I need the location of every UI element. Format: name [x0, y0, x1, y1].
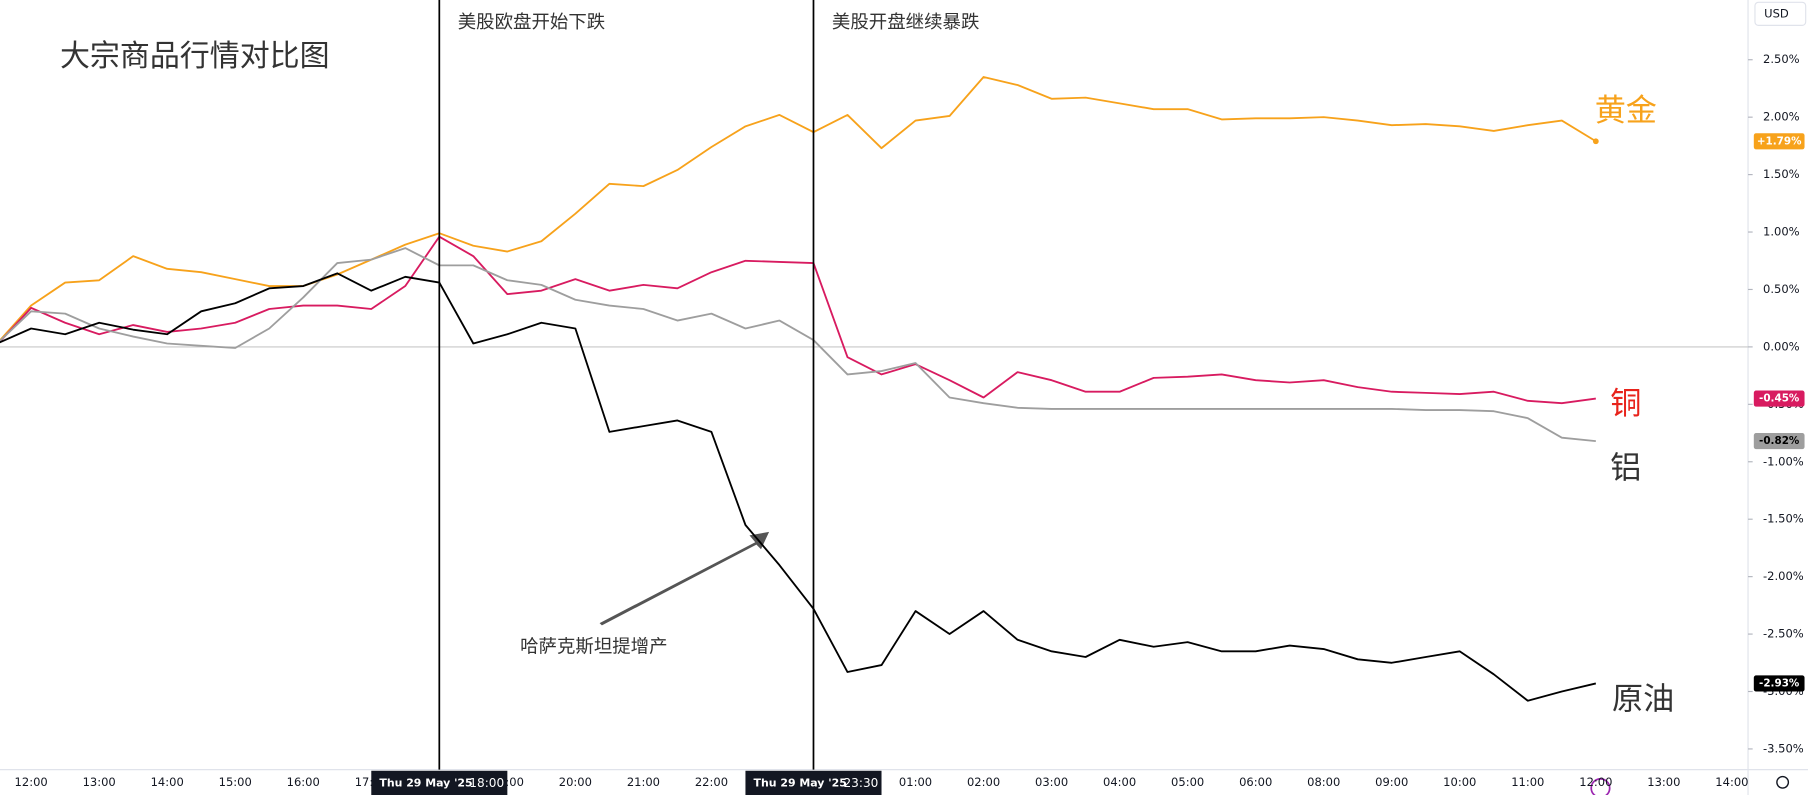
x-tick-label: 09:00 [1375, 775, 1408, 789]
x-tick-label: 02:00 [967, 775, 1000, 789]
x-tick-label: 04:00 [1103, 775, 1136, 789]
annotation-arrow [599, 531, 770, 626]
y-tick-label: -3.50% [1763, 741, 1804, 755]
time-marker [371, 770, 508, 795]
x-tick-label: 15:00 [219, 775, 252, 789]
series-line [0, 272, 1597, 702]
alert-icon[interactable] [1590, 777, 1611, 795]
y-tick-label: -2.00% [1763, 569, 1804, 583]
series-line [0, 76, 1597, 342]
y-tick-label: -1.00% [1763, 454, 1804, 468]
legend-label: 铜 [1610, 386, 1641, 422]
x-tick-label: 03:00 [1035, 775, 1068, 789]
currency-button[interactable] [1754, 1, 1807, 26]
time-marker-time: 18:00 [469, 776, 504, 790]
x-tick-label: 14:00 [1715, 775, 1748, 789]
y-tick-label: 0.00% [1763, 339, 1800, 353]
x-tick-label: 06:00 [1239, 775, 1272, 789]
legend-label: 黄金 [1595, 93, 1657, 129]
time-marker-date: Thu 29 May '25 [754, 776, 847, 789]
annotation: 哈萨克斯坦提增产 [520, 636, 667, 657]
chart-title: 大宗商品行情对比图 [60, 39, 330, 74]
last-value-badge [1753, 675, 1805, 692]
legend-label: 铝 [1610, 451, 1641, 487]
last-point [1592, 138, 1599, 145]
x-tick-label: 05:00 [1171, 775, 1204, 789]
last-value-badge [1753, 433, 1805, 450]
legend-label: 原油 [1612, 681, 1674, 717]
last-value-badge [1753, 390, 1805, 407]
x-tick-label: 22:00 [695, 775, 728, 789]
last-value-label: -0.45% [1759, 393, 1800, 405]
x-tick-label: 14:00 [151, 775, 184, 789]
last-value-label: +1.79% [1757, 135, 1802, 147]
y-tick-label: -1.50% [1763, 512, 1804, 526]
x-tick-label: 21:00 [627, 775, 660, 789]
settings-icon[interactable] [1776, 775, 1790, 789]
event-note: 美股开盘继续暴跌 [832, 12, 979, 33]
y-tick-label: 1.50% [1763, 167, 1800, 181]
time-marker [745, 770, 882, 795]
event-note: 美股欧盘开始下跌 [458, 12, 605, 33]
x-tick-label: 11:00 [1511, 775, 1544, 789]
last-value-label: -2.93% [1759, 677, 1800, 689]
y-tick-label: 0.50% [1763, 282, 1800, 296]
x-tick-label: 08:00 [1307, 775, 1340, 789]
series-line [0, 235, 1596, 405]
x-tick-label: 01:00 [899, 775, 932, 789]
series-line [0, 247, 1596, 443]
y-tick-label: 2.00% [1763, 110, 1800, 124]
y-tick-label: 2.50% [1763, 52, 1800, 66]
time-marker-time: 23:30 [843, 776, 878, 790]
x-tick-label: 16:00 [287, 775, 320, 789]
y-tick-label: -2.50% [1763, 627, 1804, 641]
x-tick-label: 20:00 [559, 775, 592, 789]
last-value-badge [1753, 133, 1805, 150]
y-tick-label: 1.00% [1763, 225, 1800, 239]
x-tick-label: 13:00 [1647, 775, 1680, 789]
x-tick-label: 12:00 [1579, 775, 1612, 789]
x-tick-label: 13:00 [83, 775, 116, 789]
last-value-label: -0.82% [1759, 435, 1800, 447]
x-tick-label: 12:00 [15, 775, 48, 789]
x-tick-label: 10:00 [1443, 775, 1476, 789]
time-marker-date: Thu 29 May '25 [379, 776, 472, 789]
currency-label[interactable]: USD [1764, 6, 1789, 20]
